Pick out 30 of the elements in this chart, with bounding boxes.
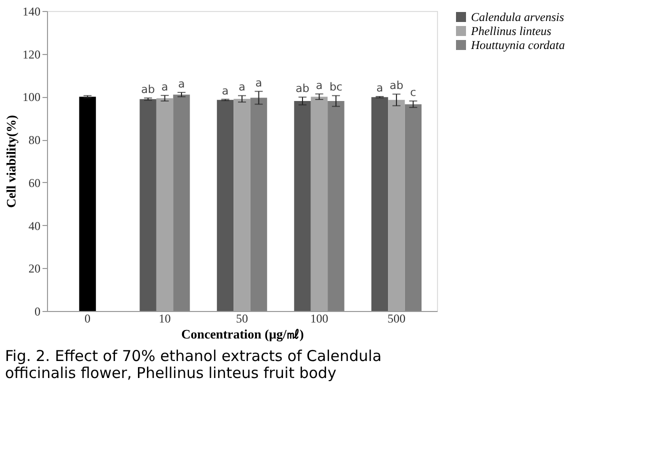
data-label: a [161, 80, 168, 94]
y-tick-label: 20 [28, 262, 40, 276]
data-label: a [238, 80, 246, 94]
x-tick-label: 10 [158, 312, 171, 326]
data-label: a [316, 78, 323, 92]
y-tick-label: 40 [28, 218, 40, 233]
legend-label: Phellinus linteus [470, 24, 552, 38]
x-tick-label: 50 [236, 312, 248, 326]
y-tick-label: 100 [22, 90, 40, 104]
y-axis-title: Cell viability(%) [4, 115, 18, 208]
x-axis-title: Concentration (μg/㎖) [181, 326, 304, 342]
data-label: ab [296, 82, 310, 96]
legend-label: Calendula arvensis [471, 10, 564, 24]
caption: Fig. 2. Effect of 70% ethanol extracts of Calendula officinalis flower, Phellinus linteus fruit body [5, 347, 382, 382]
data-label: ab [390, 79, 404, 92]
data-label: a [255, 76, 262, 90]
data-label: ab [141, 83, 155, 96]
y-tick-label: 140 [22, 4, 40, 18]
y-tick-label: 80 [28, 133, 40, 148]
y-tick-label: 60 [28, 176, 40, 190]
y-tick-label: 120 [22, 47, 40, 62]
x-tick-label: 0 [84, 312, 91, 326]
data-label: bc [329, 80, 342, 94]
x-tick-label: 500 [387, 312, 406, 326]
data-label: a [222, 84, 229, 98]
data-label: a [376, 82, 384, 94]
data-label: c [410, 86, 416, 99]
x-tick-label: 100 [310, 312, 328, 326]
data-label: a [178, 77, 185, 90]
legend-label: Houttuynia cordata [470, 38, 565, 52]
